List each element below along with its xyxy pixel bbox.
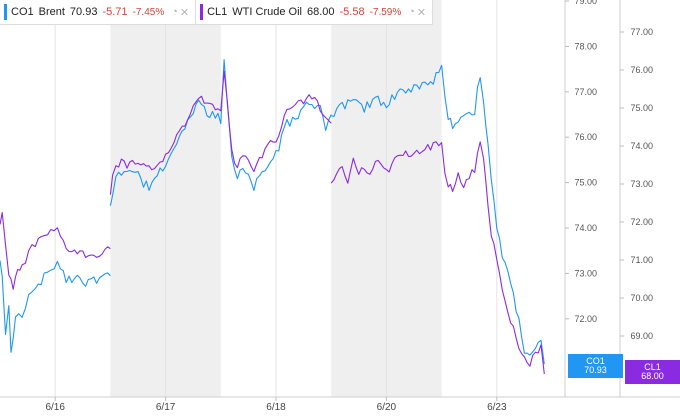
brent-series xyxy=(0,59,545,365)
brent-color-swatch xyxy=(4,4,7,20)
x-tick-label: 6/20 xyxy=(377,402,397,413)
gridlines xyxy=(54,0,498,397)
wti-symbol: CL1 xyxy=(207,6,228,18)
wti-price: 68.00 xyxy=(306,6,335,18)
wti-remove-icon[interactable]: ✕ xyxy=(416,6,427,19)
right-axis-tick-label: 75.00 xyxy=(630,103,653,113)
left-axis-tick-label: 78.00 xyxy=(574,41,597,51)
x-tick-label: 6/17 xyxy=(156,402,176,413)
brent-tag-symbol: CO1 xyxy=(586,356,605,366)
brent-tag-price: 70.93 xyxy=(584,365,607,375)
brent-change: -5.71 xyxy=(102,6,128,18)
brent-remove-icon[interactable]: ✕ xyxy=(179,6,190,19)
left-axis-tick-label: 74.00 xyxy=(574,223,597,233)
right-axis-tick-label: 76.00 xyxy=(630,65,653,75)
axis-lines xyxy=(0,0,680,398)
wti-tag-symbol: CL1 xyxy=(644,362,661,372)
left-axis-tick-label: 72.00 xyxy=(574,314,597,324)
right-axis-tick-label: 77.00 xyxy=(630,27,653,37)
wti-name: WTI Crude Oil xyxy=(232,6,302,18)
brent-price: 70.93 xyxy=(69,6,98,18)
brent-line-segment xyxy=(109,59,332,206)
left-axis-tick-label: 73.00 xyxy=(574,268,597,278)
brent-percent-change: -7.45% xyxy=(132,6,165,18)
wti-line-segment xyxy=(109,70,332,195)
right-axis-tick-label: 70.00 xyxy=(630,293,653,303)
left-axis-tick-label: 79.00 xyxy=(574,0,597,6)
right-axis-tick-label: 69.00 xyxy=(630,331,653,341)
brent-line-segment xyxy=(0,260,111,353)
wti-percent-change: -7.59% xyxy=(369,6,402,18)
left-axis-tick-label: 76.00 xyxy=(574,132,597,142)
brent-name: Brent xyxy=(38,6,65,18)
x-tick-label: 6/16 xyxy=(45,402,65,413)
right-axis-tick-label: 73.00 xyxy=(630,179,653,189)
x-tick-label: 6/18 xyxy=(266,402,286,413)
brent-line-segment xyxy=(331,64,545,365)
right-axis-tick-label: 74.00 xyxy=(630,141,653,151)
wti-line-segment xyxy=(330,141,545,375)
series-layer xyxy=(0,59,545,375)
left-axis-tick-label: 77.00 xyxy=(574,87,597,97)
legend: CO1 Brent 70.93 -5.71 -7.45% ◔ ✕ CL1 WTI… xyxy=(0,0,434,25)
wti-hide-icon[interactable]: ◔ xyxy=(408,6,415,18)
brent-symbol: CO1 xyxy=(11,6,34,18)
right-axis-tick-label: 72.00 xyxy=(630,217,653,227)
left-axis-labels: 72.00 73.00 74.00 75.00 76.00 77.00 78.00 79.00 xyxy=(565,0,597,324)
x-tick-label: 6/23 xyxy=(487,402,507,413)
right-axis-tick-label: 71.00 xyxy=(630,255,653,265)
wti-series xyxy=(0,70,545,375)
wti-color-swatch xyxy=(200,4,204,20)
wti-change: -5.58 xyxy=(339,6,365,18)
right-axis-labels: 69.00 70.00 71.00 72.00 73.00 74.00 75.00 76.00… xyxy=(620,27,653,341)
brent-price-tag: CO1 70.93 xyxy=(568,354,623,378)
left-axis-tick-label: 75.00 xyxy=(574,178,597,188)
legend-item-wti[interactable]: CL1 WTI Crude Oil 68.00 -5.58 -7.59% ◔ ✕ xyxy=(196,0,432,24)
wti-tag-price: 68.00 xyxy=(641,371,664,381)
brent-hide-icon[interactable]: ◔ xyxy=(171,6,178,18)
legend-item-brent[interactable]: CO1 Brent 70.93 -5.71 -7.45% ◔ ✕ xyxy=(0,0,197,24)
wti-price-tag: CL1 68.00 xyxy=(625,360,680,384)
wti-line-segment xyxy=(0,212,111,290)
x-axis-labels: 6/16 6/17 6/18 6/20 6/23 xyxy=(45,397,507,413)
